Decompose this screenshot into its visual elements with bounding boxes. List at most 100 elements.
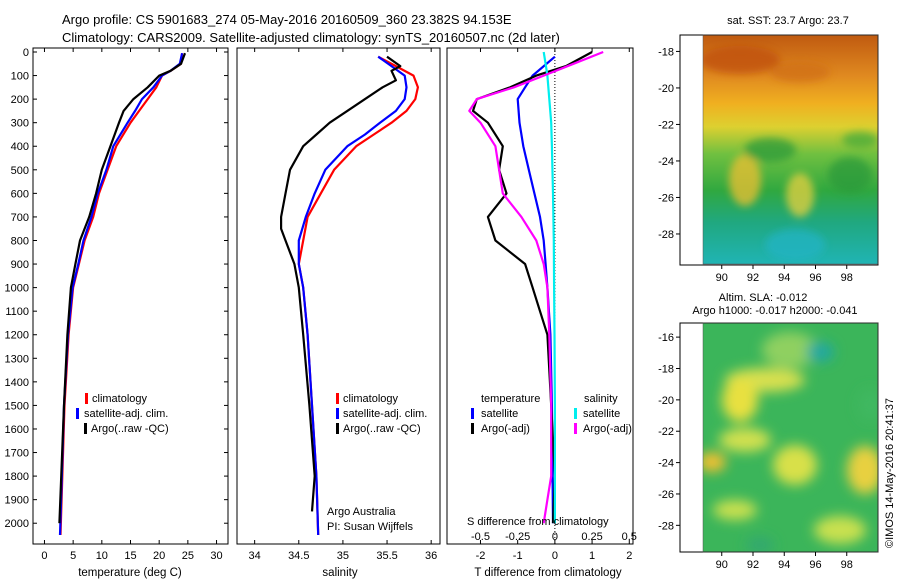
xtick-label: 35 <box>337 550 349 562</box>
depth-tick-label: 1000 <box>5 283 29 295</box>
diff-legend-temp-title: temperature <box>481 393 540 405</box>
map-ytick-label: -18 <box>658 46 674 58</box>
depth-tick-label: 400 <box>11 141 29 153</box>
map-ytick-label: -28 <box>658 520 674 532</box>
map-xtick-label: 90 <box>716 559 728 571</box>
series-line-t-satellite <box>516 55 556 524</box>
header-line2: Climatology: CARS2009. Satellite-adjuste… <box>62 30 560 45</box>
sla-map-title2: Argo h1000: -0.017 h2000: -0.041 <box>692 305 857 317</box>
map-xtick-label: 94 <box>778 559 790 571</box>
map-xtick-label: 96 <box>809 559 821 571</box>
sal-legend-sat: satellite-adj. clim. <box>343 408 427 420</box>
header-line1: Argo profile: CS 5901683_274 05-May-2016… <box>62 12 512 27</box>
imos-stamp: ©IMOS 14-May-2016 20:41:37 <box>884 398 896 548</box>
diff-legend-s-sat: satellite <box>583 408 620 420</box>
xtick-label: 25 <box>182 550 194 562</box>
depth-tick-label: 1800 <box>5 471 29 483</box>
depth-tick-label: 900 <box>11 259 29 271</box>
xtick-label: 10 <box>96 550 108 562</box>
depth-tick-label: 1700 <box>5 448 29 460</box>
map-xtick-label: 92 <box>747 559 759 571</box>
xtick-label: 34 <box>249 550 261 562</box>
depth-tick-label: 1900 <box>5 495 29 507</box>
diff-legend-t-sat: satellite <box>481 408 518 420</box>
t-difference-axis-label: T difference from climatology <box>474 567 621 579</box>
map-ytick-label: -28 <box>658 229 674 241</box>
map-xtick-label: 94 <box>778 272 790 284</box>
series-line-climatology <box>59 53 184 536</box>
depth-tick-label: 600 <box>11 188 29 200</box>
sal-legend-clim: climatology <box>343 393 399 405</box>
argo-australia-note: Argo Australia <box>327 506 396 518</box>
pi-note: PI: Susan Wijffels <box>327 521 413 533</box>
map-ytick-label: -26 <box>658 489 674 501</box>
xtick-label: 0 <box>41 550 47 562</box>
map-ytick-label: -24 <box>658 156 674 168</box>
depth-tick-label: 100 <box>11 71 29 83</box>
map-ytick-label: -26 <box>658 192 674 204</box>
depth-tick-label: 1100 <box>5 306 29 318</box>
xtick-label: 5 <box>70 550 76 562</box>
temp-legend-clim: climatology <box>92 393 148 405</box>
map-xtick-label: 98 <box>841 559 853 571</box>
xtick-label: 20 <box>153 550 165 562</box>
map-ytick-label: -16 <box>658 332 674 344</box>
s-xtick-label: 0.5 <box>622 531 637 543</box>
xtick-label: 36 <box>425 550 437 562</box>
depth-tick-label: 800 <box>11 235 29 247</box>
s-xtick-label: -0.25 <box>505 531 530 543</box>
depth-tick-label: 500 <box>11 165 29 177</box>
xtick-label: 2 <box>626 550 632 562</box>
difference-panel-frame <box>446 47 634 545</box>
s-xtick-label: 0.25 <box>581 531 602 543</box>
series-line-s-satellite <box>542 51 557 524</box>
s-difference-label: S difference from climatology <box>467 516 609 528</box>
xtick-label: 15 <box>124 550 136 562</box>
depth-tick-label: 300 <box>11 118 29 130</box>
temperature-axis-label: temperature (deg C) <box>78 567 182 579</box>
temp-legend-sat: satellite-adj. clim. <box>84 408 168 420</box>
difference-legend: temperature salinity satellite Argo(-adj… <box>467 393 632 528</box>
diff-legend-t-argo: Argo(-adj) <box>481 423 530 435</box>
diff-legend-sal-title: salinity <box>584 393 618 405</box>
depth-tick-label: 1600 <box>5 424 29 436</box>
salinity-panel-frame <box>236 47 441 545</box>
map-xtick-label: 90 <box>716 272 728 284</box>
salinity-plot: 34 34.5 35 35.5 36 <box>249 48 437 562</box>
series-line-satellite-adj-clim- <box>58 52 184 536</box>
map-xtick-label: 92 <box>747 272 759 284</box>
series-line-s-argo-adj- <box>468 50 604 524</box>
depth-tick-label: 700 <box>11 212 29 224</box>
temp-legend-argo: Argo(..raw -QC) <box>91 423 169 435</box>
temperature-legend: climatology satellite-adj. clim. Argo(..… <box>76 393 169 435</box>
depth-tick-label: 200 <box>11 94 29 106</box>
s-xtick-label: -0.5 <box>471 531 490 543</box>
xtick-label: 35.5 <box>376 550 397 562</box>
sla-map: Altim. SLA: -0.012 Argo h1000: -0.017 h2… <box>658 292 879 571</box>
depth-tick-label: 1200 <box>5 330 29 342</box>
sal-legend-argo: Argo(..raw -QC) <box>343 423 421 435</box>
depth-tick-label: 1400 <box>5 377 29 389</box>
xtick-label: -2 <box>476 550 486 562</box>
map-ytick-label: -22 <box>658 426 674 438</box>
diff-legend-s-argo: Argo(-adj) <box>583 423 632 435</box>
map-ytick-label: -20 <box>658 83 674 95</box>
sla-map-title: Altim. SLA: -0.012 <box>719 292 808 304</box>
map-ytick-label: -24 <box>658 458 674 470</box>
map-ytick-label: -20 <box>658 395 674 407</box>
depth-tick-label: 2000 <box>5 518 29 530</box>
temperature-plot: 0100200300400500600700800900100011001200… <box>5 47 228 562</box>
sst-map: sat. SST: 23.7 Argo: 23.7 90 92 94 96 98 -18 -… <box>658 15 879 284</box>
map-ytick-label: -22 <box>658 119 674 131</box>
series-line-satellite-adj-clim- <box>297 55 408 536</box>
sst-map-title: sat. SST: 23.7 Argo: 23.7 <box>727 15 849 27</box>
xtick-label: 0 <box>552 550 558 562</box>
depth-tick-label: 1500 <box>5 400 29 412</box>
depth-tick-label: 0 <box>23 47 29 59</box>
series-line-t-argo-adj- <box>471 51 593 524</box>
xtick-label: 30 <box>210 550 222 562</box>
series-line-argo-raw-qc- <box>280 55 402 512</box>
depth-tick-label: 1300 <box>5 353 29 365</box>
